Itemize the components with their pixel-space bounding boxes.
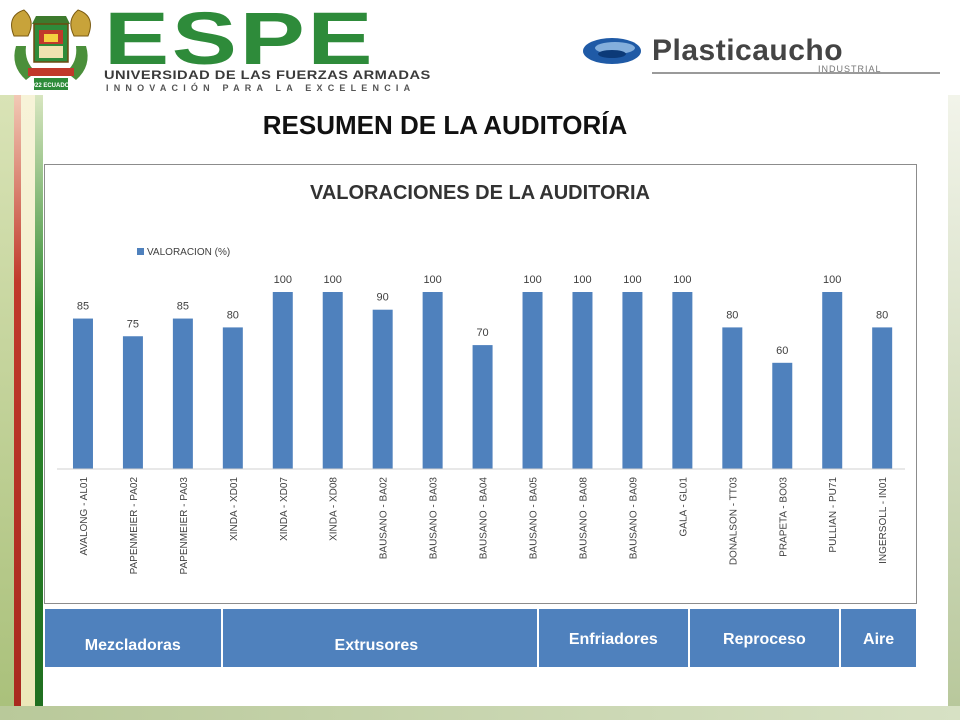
category-cell-aire: Aire bbox=[841, 609, 916, 667]
category-table: Mezcladoras Extrusores Enfriadores Repro… bbox=[44, 608, 917, 668]
data-label: 60 bbox=[776, 345, 788, 357]
left-dark-green-stripe bbox=[35, 95, 43, 720]
bar bbox=[522, 292, 543, 469]
bar bbox=[722, 327, 743, 469]
plasticaucho-underline bbox=[652, 72, 940, 74]
bar bbox=[172, 318, 193, 469]
x-tick-label: PRAPETA - BO03 bbox=[778, 477, 789, 557]
bar bbox=[772, 362, 793, 469]
category-cell-reproceso: Reproceso bbox=[689, 609, 842, 667]
data-label: 100 bbox=[523, 274, 541, 286]
x-tick-label: PULLIAN - PU71 bbox=[828, 477, 839, 553]
data-label: 90 bbox=[377, 292, 389, 304]
legend-label: VALORACION (%) bbox=[147, 247, 230, 258]
x-tick-label: INGERSOLL - IN01 bbox=[878, 477, 889, 564]
bar bbox=[872, 327, 893, 469]
data-label: 100 bbox=[274, 274, 292, 286]
crest-text: 1922 ECUADOR bbox=[28, 83, 74, 89]
x-tick-label: BAUSANO - BA09 bbox=[628, 477, 639, 560]
bar bbox=[272, 292, 293, 469]
x-tick-label: PAPENMEIER - PA03 bbox=[179, 477, 190, 575]
page-title: RESUMEN DE LA AUDITORÍA bbox=[262, 110, 628, 140]
x-tick-label: PAPENMEIER - PA02 bbox=[129, 477, 140, 575]
university-slogan: INNOVACIÓN PARA LA EXCELENCIA bbox=[106, 83, 416, 93]
left-cream-stripe bbox=[21, 95, 35, 720]
data-label: 100 bbox=[673, 274, 691, 286]
espe-crest-logo: 1922 ECUADOR bbox=[11, 9, 91, 90]
chart-frame: VALORACIONES DE LA AUDITORIA VALORACION … bbox=[44, 164, 917, 604]
bar bbox=[422, 292, 443, 469]
bar bbox=[222, 327, 243, 469]
bar bbox=[822, 292, 843, 469]
data-label: 100 bbox=[823, 274, 841, 286]
x-tick-label: BAUSANO - BA04 bbox=[479, 477, 490, 560]
x-tick-label: BAUSANO - BA05 bbox=[529, 477, 540, 560]
legend-swatch bbox=[137, 248, 144, 255]
data-label: 80 bbox=[876, 309, 888, 321]
x-tick-label: AVALONG - AL01 bbox=[79, 477, 90, 556]
x-tick-label: XINDA - XD07 bbox=[279, 477, 290, 541]
data-label: 85 bbox=[177, 301, 189, 313]
bottom-band bbox=[0, 706, 960, 720]
data-label: 70 bbox=[476, 327, 488, 339]
data-label: 100 bbox=[573, 274, 591, 286]
plasticaucho-logo-mark bbox=[583, 38, 641, 64]
x-tick-label: XINDA - XD01 bbox=[229, 477, 240, 541]
data-label: 85 bbox=[77, 301, 89, 313]
bar bbox=[572, 292, 593, 469]
left-green-stripe bbox=[0, 95, 14, 720]
right-stripe bbox=[948, 95, 960, 720]
x-tick-label: XINDA - XD08 bbox=[329, 477, 340, 541]
left-red-stripe bbox=[14, 95, 21, 720]
x-tick-label: BAUSANO - BA08 bbox=[578, 477, 589, 560]
bar bbox=[622, 292, 643, 469]
chart-title: VALORACIONES DE LA AUDITORIA bbox=[310, 182, 650, 204]
x-tick-label: DONALSON - TT03 bbox=[728, 477, 739, 566]
bar-chart: VALORACIONES DE LA AUDITORIA VALORACION … bbox=[57, 182, 905, 575]
x-tick-label: BAUSANO - BA03 bbox=[429, 477, 440, 560]
bars-group: 85 75 85 80 100 100 90 100 70 100 100 100 100 80 60 100… bbox=[72, 274, 893, 469]
university-name: UNIVERSIDAD DE LAS FUERZAS ARMADAS bbox=[104, 68, 431, 82]
bar bbox=[372, 309, 393, 469]
category-cell-mezcladoras: Mezcladoras bbox=[45, 609, 223, 667]
data-label: 100 bbox=[423, 274, 441, 286]
data-label: 100 bbox=[324, 274, 342, 286]
data-label: 80 bbox=[726, 309, 738, 321]
category-cell-enfriadores: Enfriadores bbox=[538, 609, 690, 667]
x-tick-label: GALA - GL01 bbox=[678, 477, 689, 537]
bar bbox=[72, 318, 93, 469]
x-tick-labels: AVALONG - AL01 PAPENMEIER - PA02 PAPENMEIE… bbox=[79, 477, 889, 575]
bar bbox=[672, 292, 693, 469]
category-cell-extrusores: Extrusores bbox=[222, 609, 539, 667]
bar bbox=[322, 292, 343, 469]
plasticaucho-sub: INDUSTRIAL bbox=[818, 64, 882, 74]
bar bbox=[122, 336, 143, 469]
data-label: 75 bbox=[127, 318, 139, 330]
espe-wordmark: ESPE bbox=[104, 0, 376, 80]
x-tick-label: BAUSANO - BA02 bbox=[379, 477, 390, 560]
plasticaucho-wordmark: Plasticaucho bbox=[652, 34, 844, 67]
bar bbox=[472, 345, 493, 469]
data-label: 80 bbox=[227, 309, 239, 321]
chart-legend: VALORACION (%) bbox=[137, 247, 230, 258]
data-label: 100 bbox=[623, 274, 641, 286]
